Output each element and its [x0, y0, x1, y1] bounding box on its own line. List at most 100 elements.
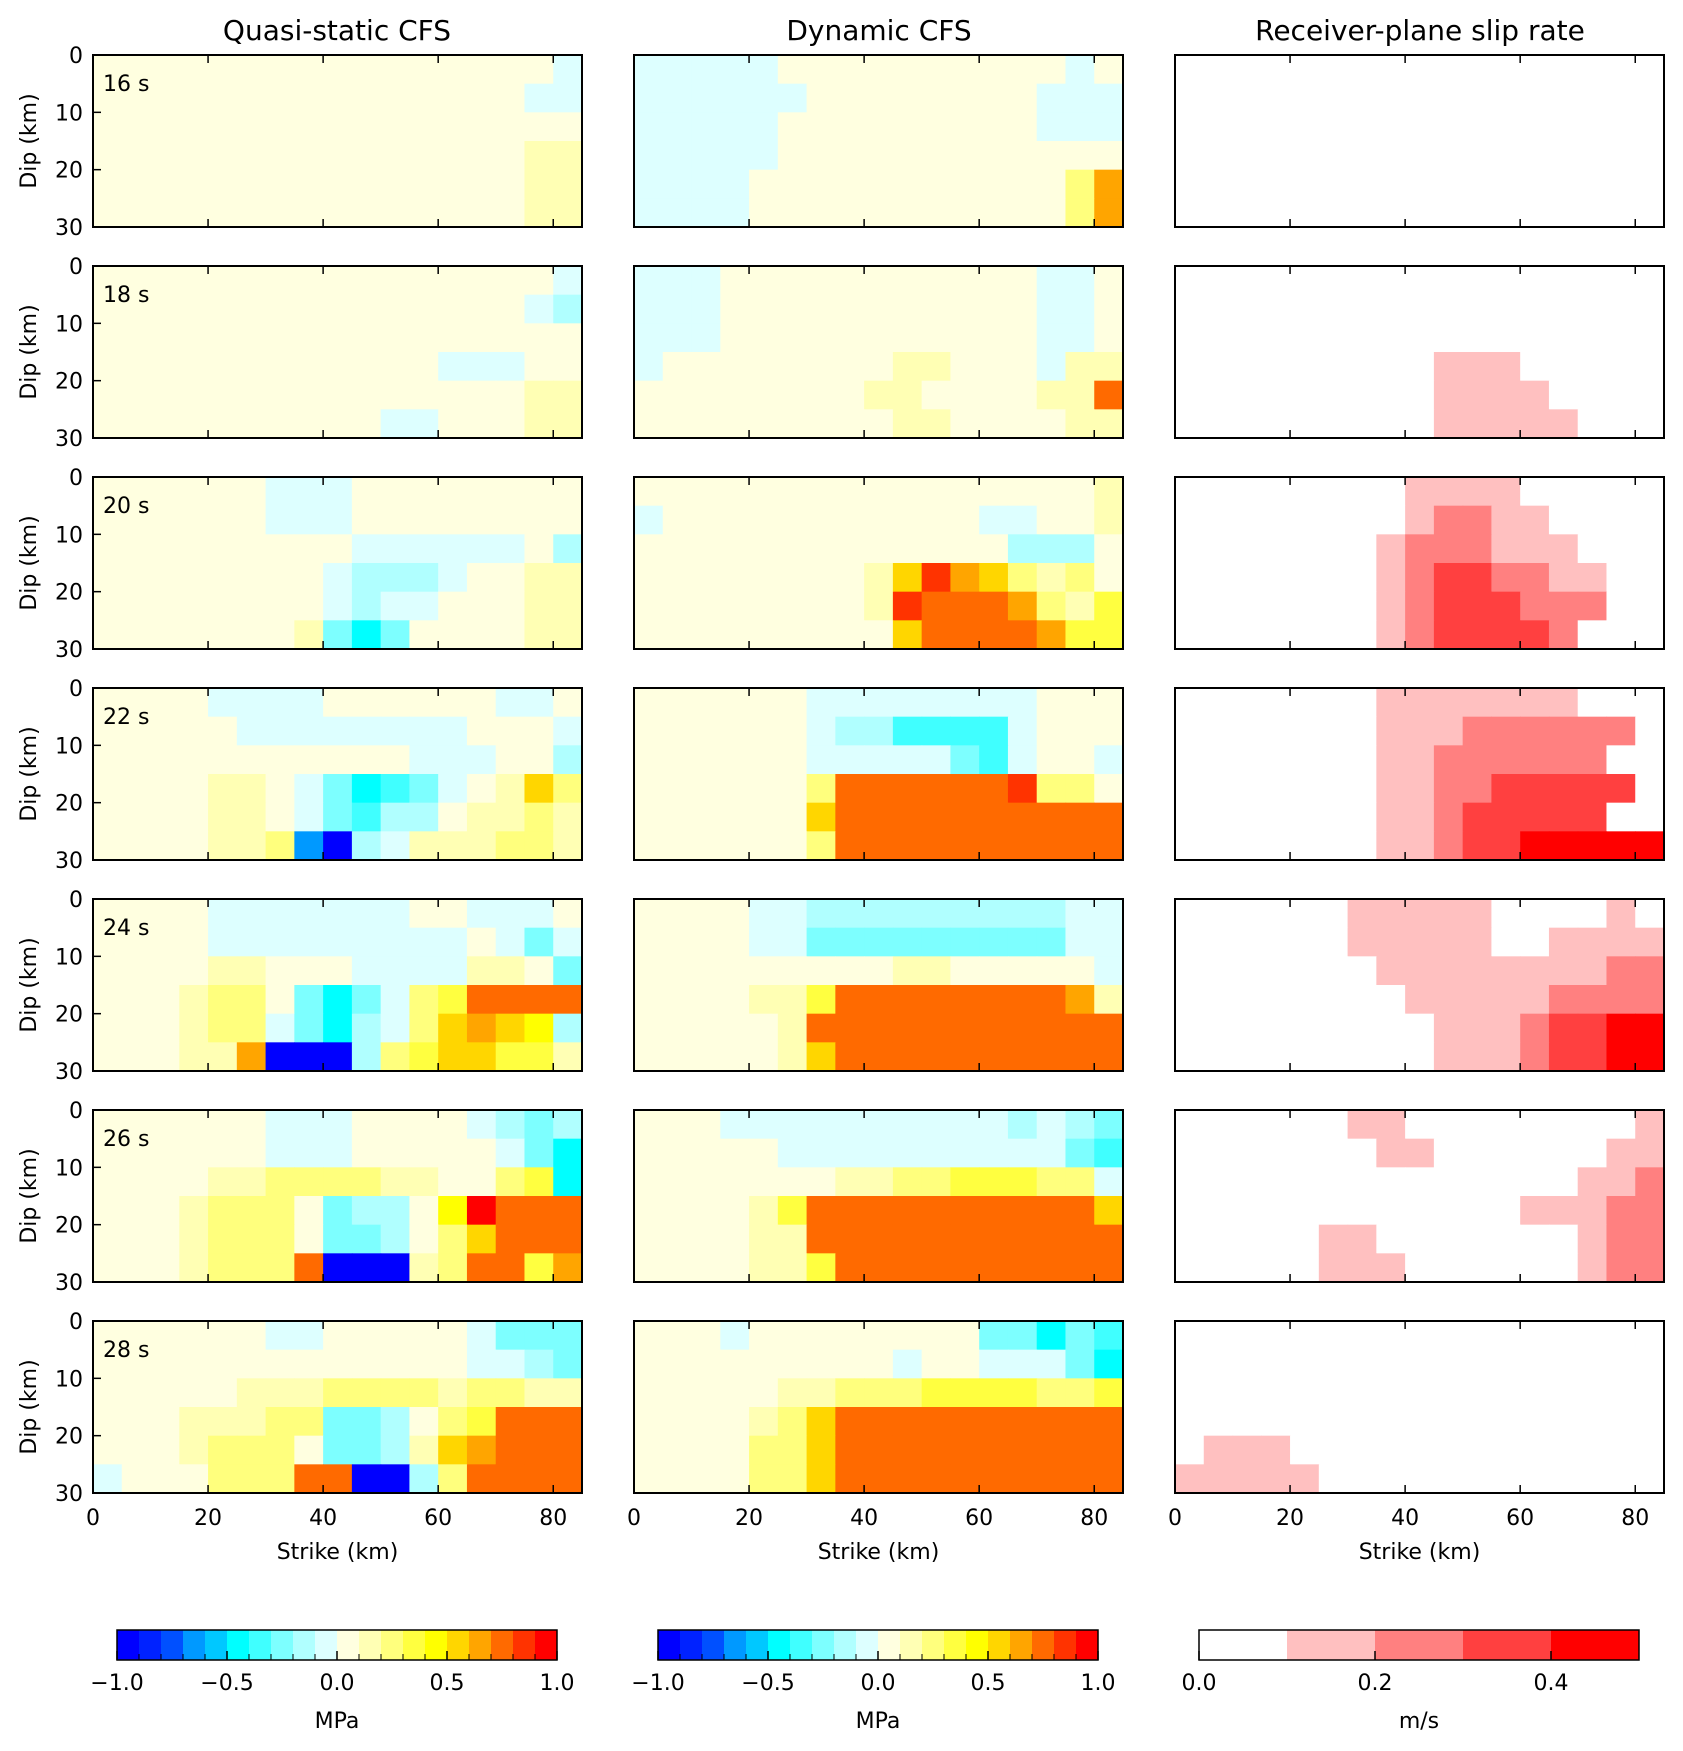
heatmap-cell	[979, 591, 1009, 621]
heatmap-cell	[892, 1321, 923, 1351]
heatmap-cell	[1635, 55, 1665, 85]
heatmap-cell	[892, 1224, 923, 1254]
heatmap-cell	[265, 198, 295, 228]
heatmap-cell	[121, 198, 152, 228]
heatmap-cell	[777, 1013, 808, 1043]
heatmap-cell	[1491, 1042, 1521, 1072]
heatmap-cell	[1065, 985, 1095, 1015]
heatmap-cell	[1347, 1407, 1377, 1437]
heatmap-cell	[806, 477, 836, 507]
heatmap-cell	[466, 716, 497, 746]
heatmap-cell	[351, 985, 382, 1015]
heatmap-cell	[1318, 198, 1349, 228]
heatmap-cell	[553, 1321, 583, 1351]
heatmap-cell	[835, 1196, 865, 1226]
heatmap-cell	[921, 83, 952, 113]
heatmap-cell	[1347, 352, 1377, 382]
heatmap-cell	[1376, 169, 1406, 199]
heatmap-cell	[1175, 745, 1205, 775]
heatmap-cell	[777, 380, 808, 410]
heatmap-cell	[179, 985, 209, 1015]
y-axis-label: Dip (km)	[17, 515, 42, 610]
heatmap-cell	[1175, 323, 1205, 353]
heatmap-cell	[979, 534, 1009, 564]
heatmap-cell	[806, 1321, 836, 1351]
heatmap-cell	[1520, 1378, 1550, 1408]
heatmap-cell	[777, 505, 808, 535]
heatmap-cell	[634, 1378, 664, 1408]
heatmap-cell	[438, 1378, 468, 1408]
heatmap-cell	[1606, 831, 1636, 861]
heatmap-cell	[466, 112, 497, 142]
heatmap-cell	[1232, 1110, 1262, 1140]
colorbar-swatch	[1054, 1630, 1077, 1660]
heatmap-cell	[720, 927, 750, 957]
heatmap-cell	[1548, 1196, 1579, 1226]
heatmap-cell	[1261, 831, 1291, 861]
heatmap-cell	[236, 198, 267, 228]
heatmap-cell	[1261, 141, 1291, 171]
heatmap-cell	[1635, 1042, 1665, 1072]
heatmap-cell	[835, 591, 865, 621]
heatmap-cell	[1065, 591, 1095, 621]
heatmap-cell	[1405, 591, 1435, 621]
heatmap-cell	[921, 352, 952, 382]
heatmap-cell	[1036, 774, 1067, 804]
heatmap-cell	[1462, 1196, 1493, 1226]
heatmap-cell	[1036, 1378, 1067, 1408]
heatmap-cell	[864, 266, 894, 296]
heatmap-cell	[1606, 409, 1636, 439]
heatmap-cell	[1462, 688, 1493, 718]
heatmap-cell	[691, 1042, 721, 1072]
heatmap-cell	[835, 266, 865, 296]
heatmap-cell	[950, 745, 980, 775]
heatmap-cell	[438, 620, 468, 650]
heatmap-cell	[1635, 716, 1665, 746]
heatmap-cell	[691, 985, 721, 1015]
y-tick-label: 30	[55, 849, 83, 874]
heatmap-cell	[294, 985, 324, 1015]
heatmap-cell	[409, 1407, 439, 1437]
heatmap-cell	[1405, 323, 1435, 353]
heatmap-cell	[323, 83, 353, 113]
heatmap-cell	[1261, 745, 1291, 775]
heatmap-cell	[691, 380, 721, 410]
heatmap-cell	[806, 1224, 836, 1254]
heatmap-cell	[835, 409, 865, 439]
heatmap-cell	[236, 1110, 267, 1140]
heatmap-cell	[1007, 927, 1038, 957]
heatmap-cell	[864, 1167, 894, 1197]
heatmap-cell	[1548, 1407, 1579, 1437]
heatmap-cell	[720, 563, 750, 593]
heatmap-cell	[1203, 956, 1234, 986]
heatmap-cell	[495, 1138, 526, 1168]
heatmap-cell	[1433, 380, 1464, 410]
heatmap-cell	[150, 323, 180, 353]
heatmap-cell	[662, 352, 693, 382]
heatmap-cell	[1203, 1138, 1234, 1168]
heatmap-cell	[208, 1435, 238, 1465]
heatmap-cell	[1318, 899, 1349, 929]
y-axis-label: Dip (km)	[17, 726, 42, 821]
colorbar-tick-label: −1.0	[631, 1671, 684, 1696]
heatmap-cell	[1203, 716, 1234, 746]
heatmap-cell	[892, 294, 923, 324]
heatmap-cell	[1433, 1110, 1464, 1140]
heatmap-cell	[1520, 899, 1550, 929]
heatmap-cell	[1007, 1138, 1038, 1168]
heatmap-cell	[179, 1138, 209, 1168]
heatmap-cell	[93, 956, 123, 986]
heatmap-cell	[864, 1224, 894, 1254]
y-tick-label: 0	[69, 1310, 83, 1335]
heatmap-cell	[950, 688, 980, 718]
heatmap-cell	[806, 1435, 836, 1465]
heatmap-cell	[1065, 112, 1095, 142]
heatmap-cell	[835, 1253, 865, 1283]
heatmap-cell	[1548, 352, 1579, 382]
heatmap-cell	[265, 985, 295, 1015]
heatmap-cell	[777, 688, 808, 718]
heatmap-cell	[1203, 620, 1234, 650]
heatmap-cell	[323, 112, 353, 142]
heatmap-cell	[1261, 1013, 1291, 1043]
heatmap-cell	[720, 1110, 750, 1140]
